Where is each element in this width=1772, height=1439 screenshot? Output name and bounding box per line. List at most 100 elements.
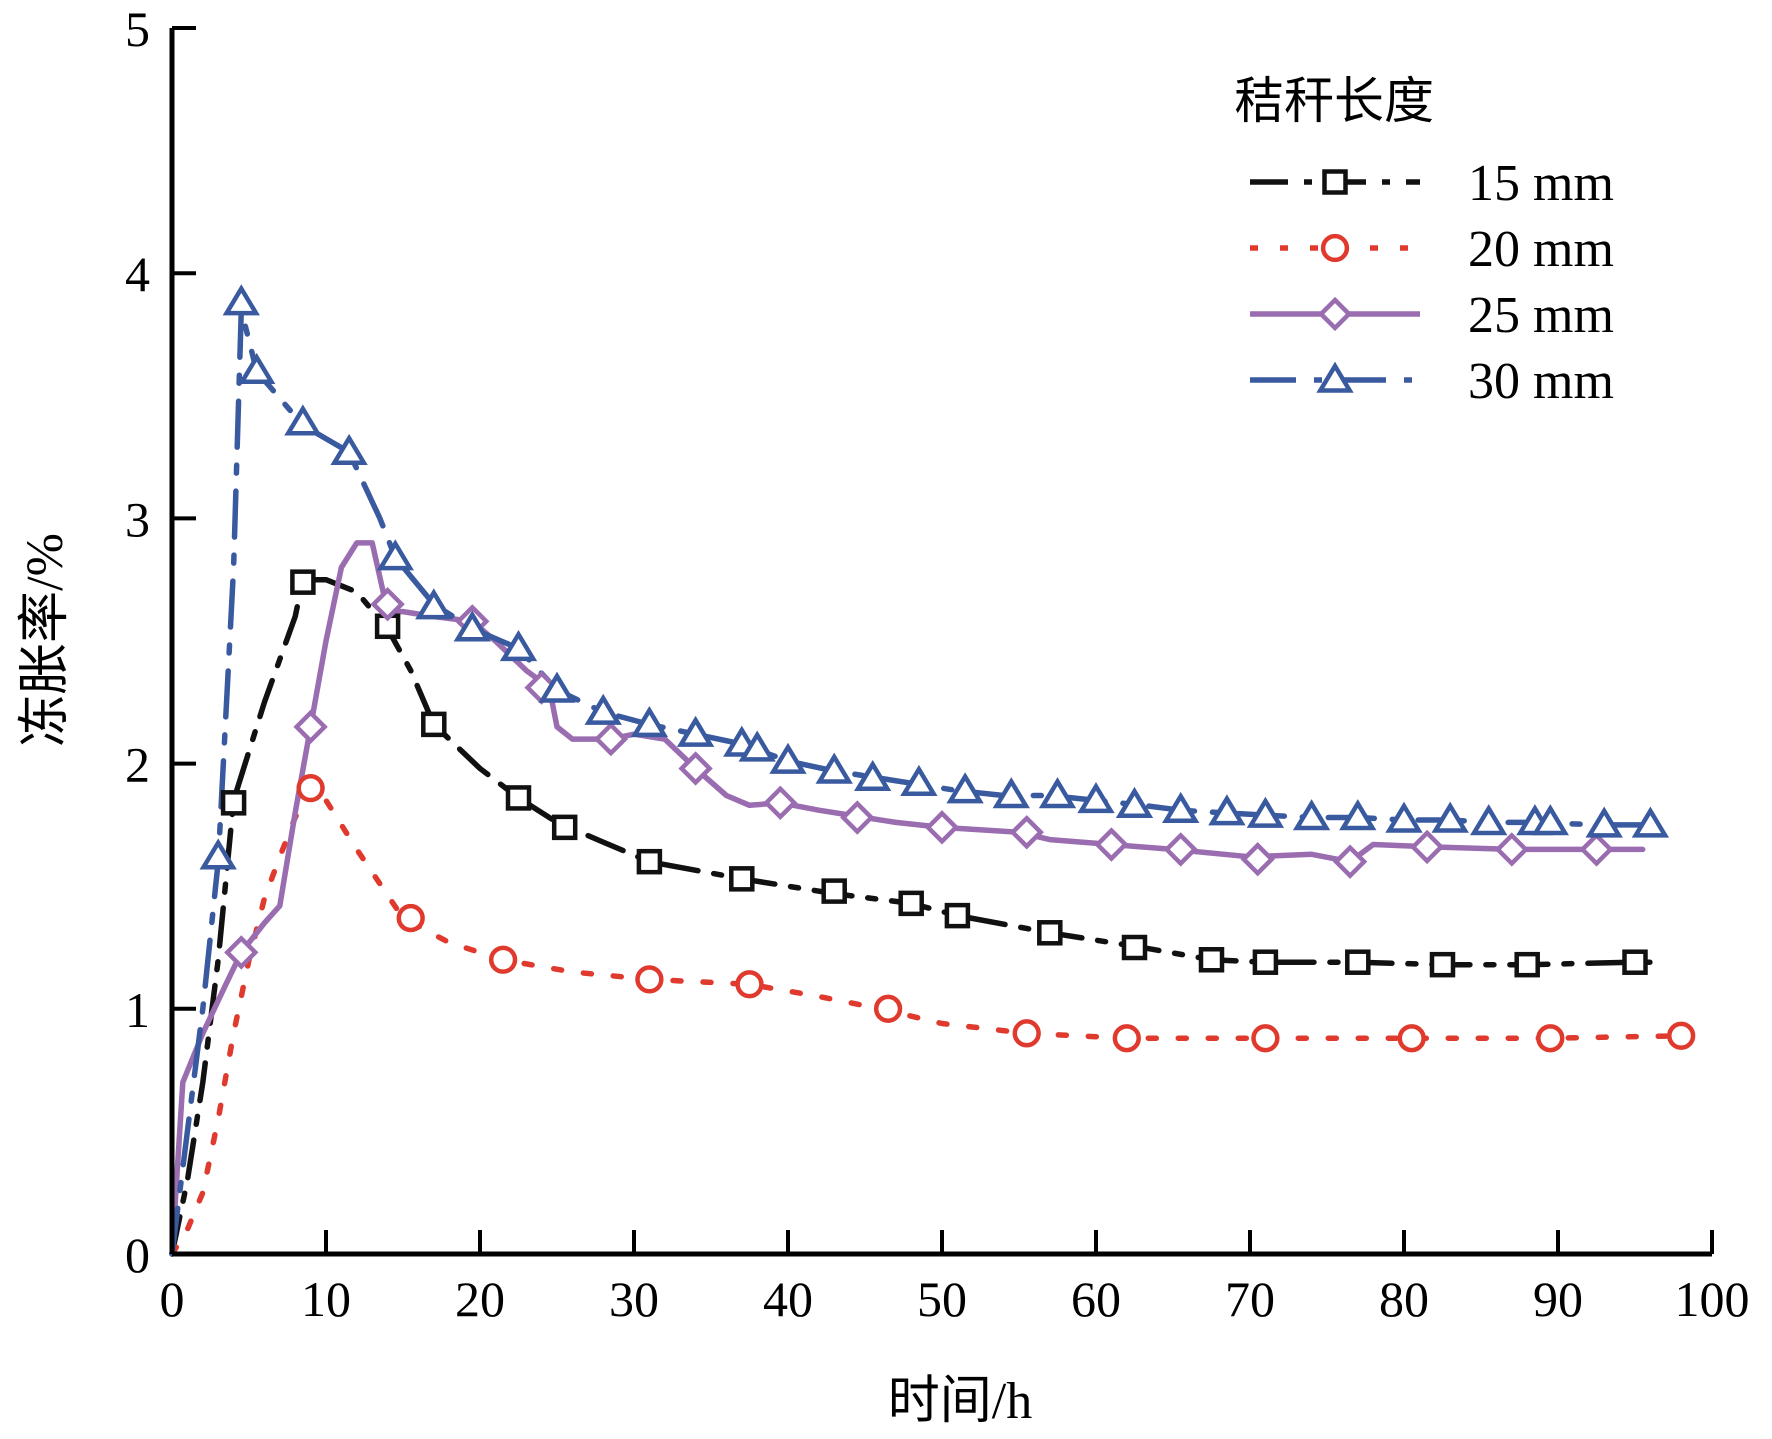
data-point-marker	[1429, 951, 1456, 978]
legend-title: 秸秆长度	[1234, 72, 1434, 130]
data-point-marker	[1339, 799, 1377, 831]
data-point-marker	[1531, 804, 1569, 836]
data-point-marker	[199, 838, 237, 870]
y-tick-label: 4	[125, 246, 150, 302]
data-point-marker	[376, 539, 414, 571]
data-point-marker	[1431, 801, 1469, 833]
data-point-marker	[551, 814, 578, 841]
data-point-marker	[1208, 794, 1246, 826]
x-tick-label: 0	[160, 1271, 185, 1327]
data-point-marker	[1012, 1019, 1041, 1048]
data-point-marker	[769, 742, 807, 774]
x-tick-label: 20	[455, 1271, 505, 1327]
data-point-marker	[593, 721, 629, 757]
y-tick-label: 2	[125, 737, 150, 793]
data-point-marker	[635, 965, 664, 994]
data-point-marker	[815, 752, 853, 784]
data-point-marker	[898, 890, 924, 917]
data-point-marker	[224, 935, 259, 970]
data-point-marker	[1514, 951, 1540, 978]
y-tick-label: 1	[125, 982, 150, 1038]
data-point-marker	[453, 610, 491, 642]
data-point-marker	[1037, 920, 1063, 946]
data-point-marker	[505, 785, 532, 811]
data-point-marker	[1397, 1024, 1426, 1053]
data-point-marker	[1240, 842, 1275, 877]
data-point-marker	[415, 588, 453, 620]
data-point-marker	[1198, 947, 1225, 973]
data-point-marker	[992, 777, 1030, 809]
data-point-marker	[293, 709, 328, 745]
data-point-marker	[1631, 806, 1670, 838]
data-point-marker	[1536, 1024, 1565, 1053]
data-point-marker	[678, 751, 713, 786]
legend-swatch-marker	[1322, 169, 1348, 195]
data-point-marker	[1252, 949, 1279, 975]
data-point-marker	[729, 866, 755, 892]
legend-swatch-marker	[1316, 361, 1354, 393]
data-point-marker	[1409, 829, 1445, 865]
legend-items: 15 mm 20 mm 25 mm 30 mm	[1250, 155, 1614, 410]
data-point-marker	[1622, 949, 1648, 975]
data-point-marker	[735, 970, 764, 999]
data-point-marker	[290, 569, 316, 595]
series-line	[169, 307, 1661, 1257]
y-tick-label: 5	[125, 1, 150, 57]
legend-swatch-marker	[1320, 233, 1350, 263]
data-point-marker	[584, 693, 622, 725]
data-point-marker	[1112, 1024, 1141, 1053]
y-ticks: 0 1 2 3 4 5	[125, 1, 196, 1283]
x-tick-label: 60	[1071, 1271, 1121, 1327]
series-line	[169, 785, 1684, 1257]
series-markers	[199, 284, 1696, 1053]
data-point-marker	[636, 848, 663, 875]
data-point-marker	[1115, 786, 1154, 819]
data-point-marker	[738, 730, 776, 762]
x-tick-label: 70	[1225, 1271, 1275, 1327]
legend-label: 20 mm	[1468, 221, 1614, 278]
data-point-marker	[1332, 844, 1368, 879]
data-point-marker	[1345, 949, 1371, 975]
y-tick-label: 3	[125, 491, 150, 547]
data-point-marker	[220, 790, 247, 816]
data-point-marker	[396, 903, 425, 933]
data-point-marker	[821, 878, 847, 904]
data-point-marker	[284, 404, 322, 436]
data-point-marker	[1009, 815, 1044, 850]
data-point-marker	[1494, 832, 1529, 867]
data-point-marker	[238, 352, 276, 385]
legend-label: 25 mm	[1468, 287, 1614, 344]
data-point-marker	[1667, 1021, 1696, 1050]
data-point-marker	[1077, 782, 1115, 814]
data-point-marker	[1292, 799, 1331, 831]
legend-swatch-marker	[1317, 296, 1353, 332]
x-tick-label: 80	[1379, 1271, 1429, 1327]
data-point-marker	[676, 715, 715, 747]
data-point-marker	[1038, 777, 1077, 809]
x-tick-label: 50	[917, 1271, 967, 1327]
data-point-marker	[630, 705, 669, 738]
data-point-marker	[873, 994, 903, 1023]
data-point-marker	[763, 785, 798, 821]
y-axis-title: 冻胀率/%	[17, 533, 74, 747]
data-point-marker	[1246, 796, 1285, 828]
data-point-marker	[1162, 791, 1200, 823]
data-point-marker	[840, 800, 875, 835]
x-tick-label: 40	[763, 1271, 813, 1327]
data-point-marker	[1094, 827, 1129, 862]
data-point-marker	[854, 759, 892, 792]
data-point-marker	[924, 810, 960, 845]
data-point-marker	[421, 711, 447, 738]
data-point-marker	[488, 945, 518, 974]
data-point-marker	[296, 773, 325, 803]
x-tick-label: 90	[1533, 1271, 1583, 1327]
x-ticks: 0 10 20 30 40 50 60 70 80 90 100	[160, 1230, 1750, 1327]
y-tick-label: 0	[125, 1227, 150, 1283]
legend-label: 30 mm	[1468, 353, 1614, 410]
data-point-marker	[1470, 804, 1508, 836]
x-axis-title: 时间/h	[888, 1373, 1032, 1430]
x-tick-label: 30	[609, 1271, 659, 1327]
data-point-marker	[944, 902, 971, 929]
data-point-marker	[900, 764, 938, 796]
